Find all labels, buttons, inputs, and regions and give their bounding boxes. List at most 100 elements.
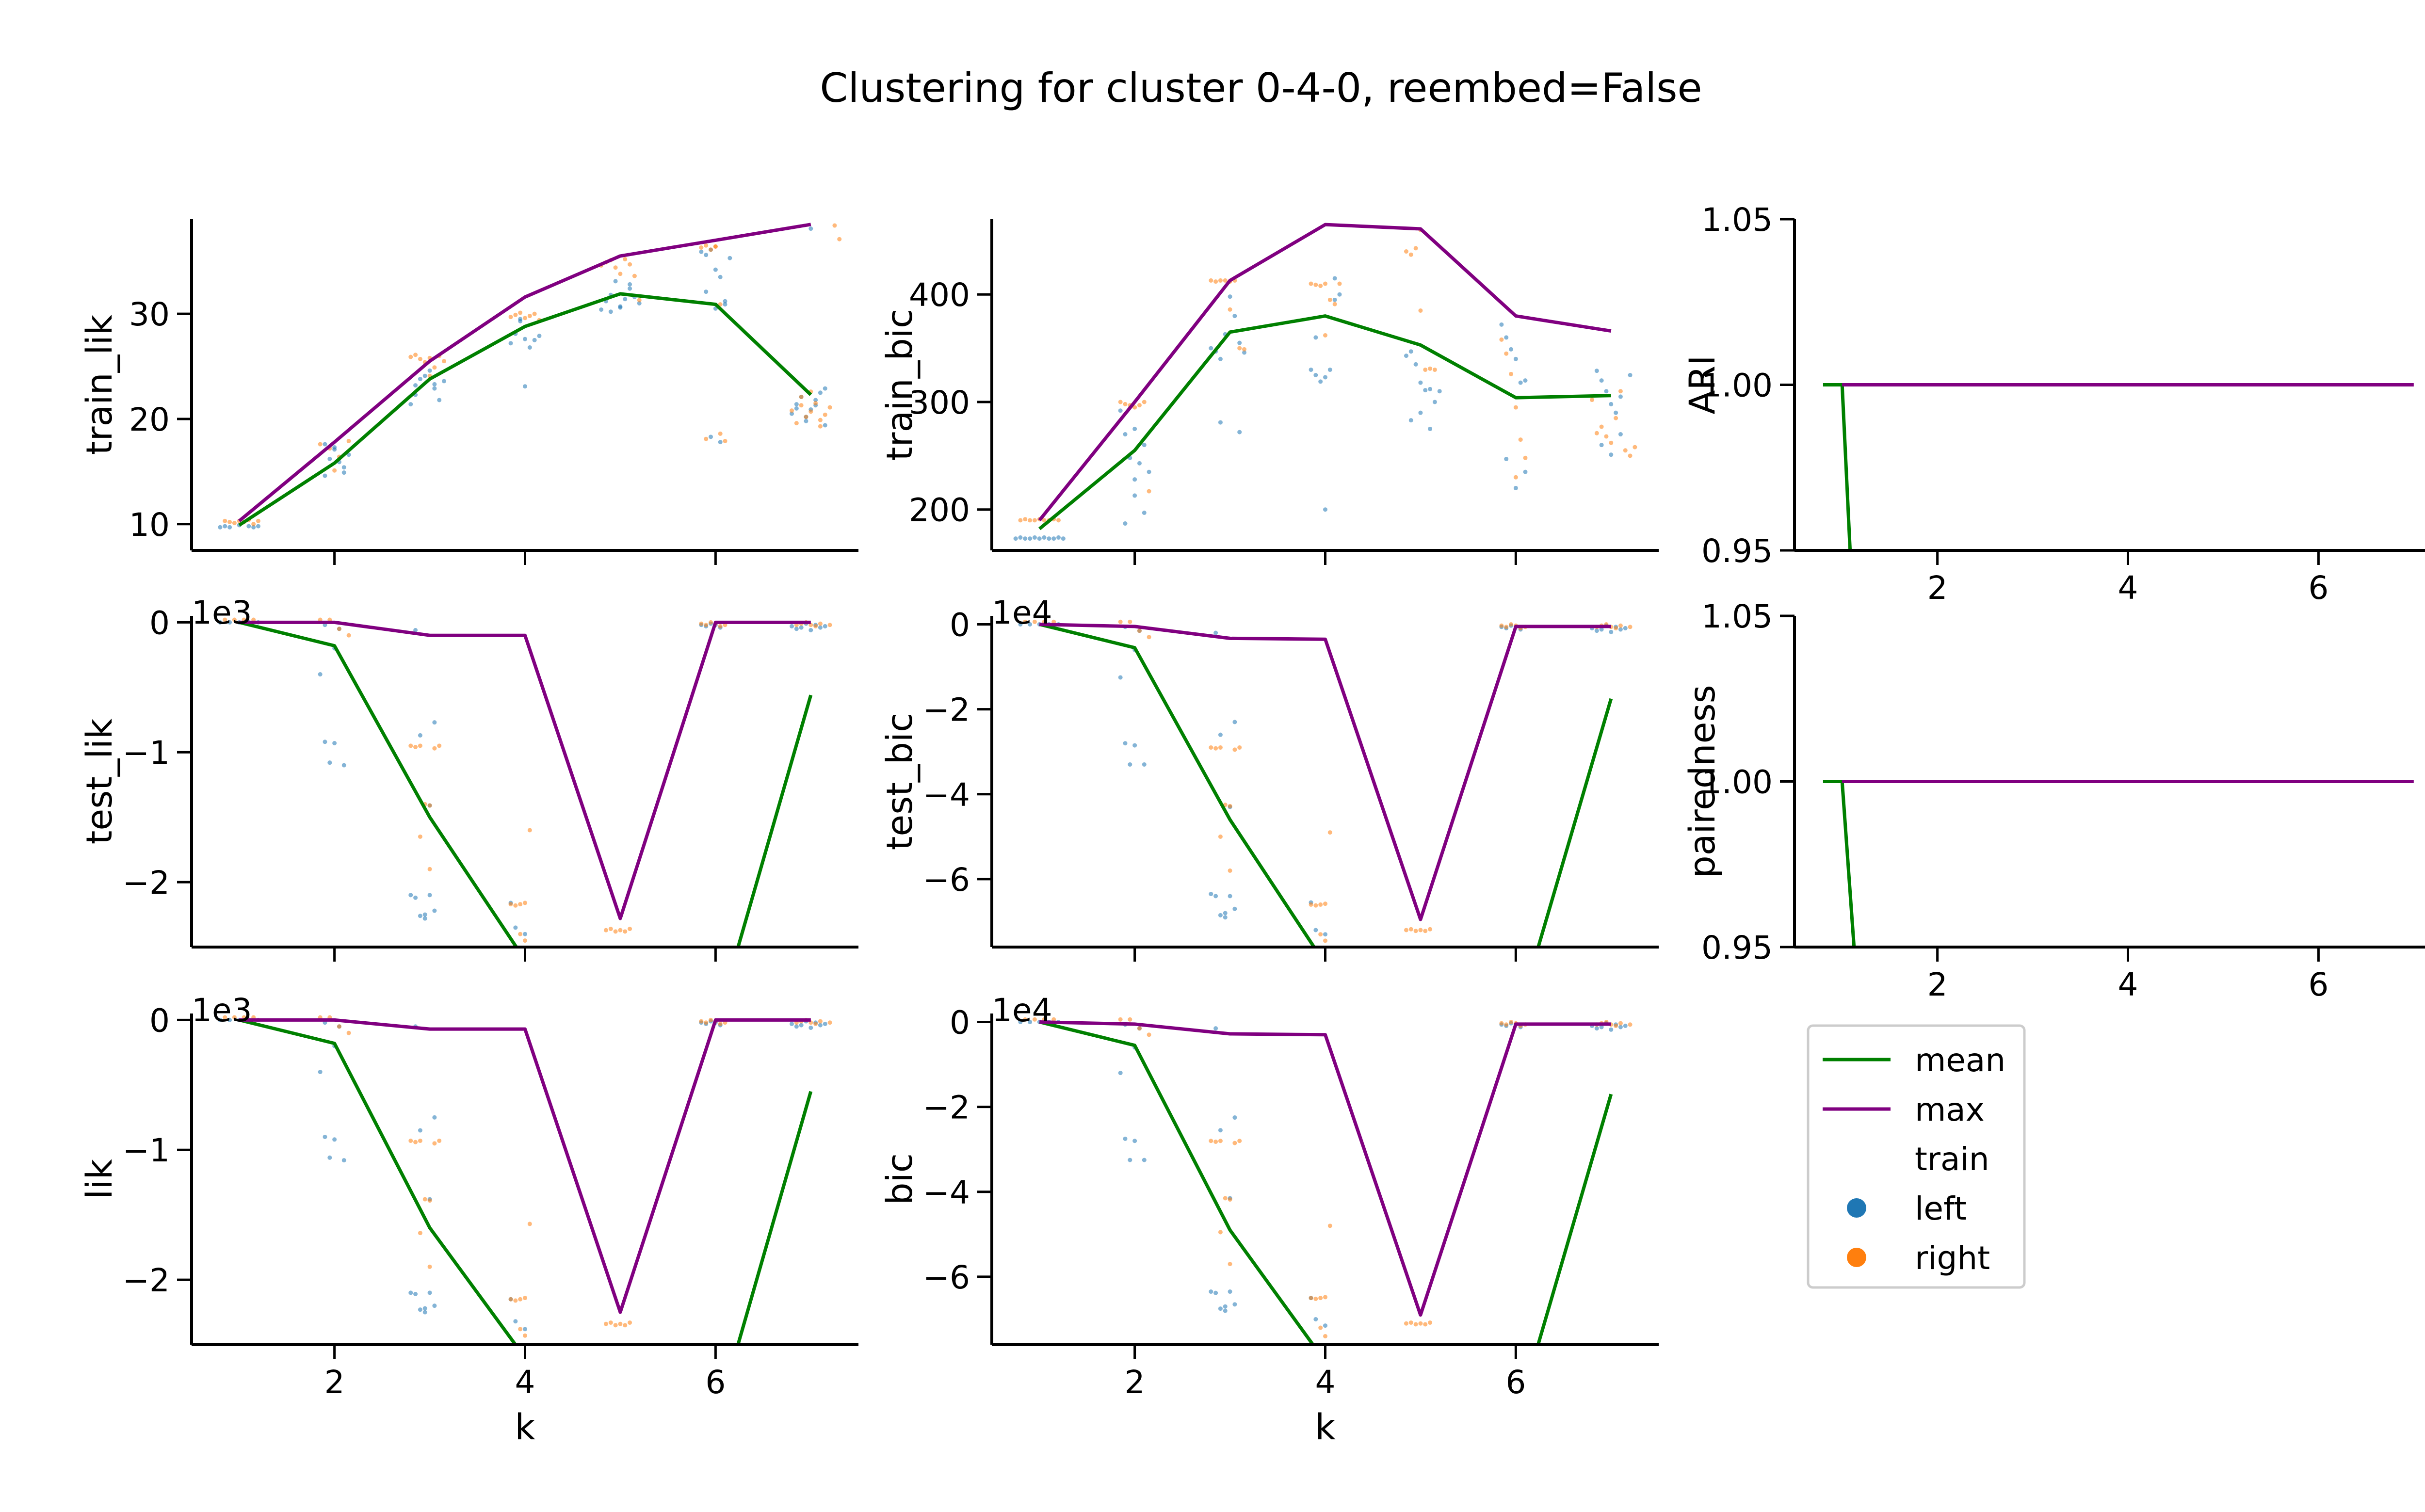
y-offset-label: 1e3 — [192, 992, 252, 1029]
point-left — [1418, 380, 1423, 385]
point-left — [408, 1290, 413, 1295]
point-left — [537, 334, 542, 338]
point-left — [527, 345, 532, 350]
legend-frame — [1807, 1024, 2026, 1289]
point-left — [1599, 443, 1604, 448]
point-left — [1223, 915, 1228, 920]
point-right — [818, 1019, 823, 1024]
legend-label-mean: mean — [1915, 1042, 2005, 1079]
point-right — [1337, 281, 1342, 286]
point-left — [1618, 627, 1623, 632]
point-left — [1609, 629, 1614, 634]
point-right — [1432, 367, 1437, 372]
point-left — [1594, 628, 1599, 633]
point-left — [1408, 349, 1413, 354]
point-right — [346, 439, 351, 444]
point-left — [628, 282, 632, 287]
point-left — [1623, 1023, 1628, 1028]
line-mean — [239, 1018, 813, 1345]
legend-item-right: right — [1847, 1239, 1990, 1277]
point-left — [1047, 536, 1051, 541]
x-tick-label: 4 — [1315, 1364, 1336, 1401]
point-left — [1128, 762, 1132, 767]
point-right — [1318, 1325, 1323, 1330]
point-left — [246, 524, 251, 529]
point-left — [1123, 1136, 1128, 1141]
point-right — [1318, 1296, 1323, 1301]
point-right — [632, 273, 637, 278]
point-left — [323, 473, 327, 478]
point-left — [709, 434, 713, 439]
point-right — [1418, 928, 1423, 933]
point-left — [1118, 408, 1123, 413]
point-left — [728, 256, 732, 260]
y-tick-label: 300 — [909, 384, 970, 421]
point-right — [1418, 1321, 1423, 1326]
point-right — [1628, 625, 1633, 629]
point-left — [422, 373, 427, 378]
point-left — [427, 368, 432, 373]
point-right — [1218, 1230, 1223, 1235]
point-right — [1504, 351, 1509, 356]
point-right — [1628, 453, 1633, 458]
point-right — [1213, 1139, 1218, 1144]
point-left — [818, 390, 823, 395]
point-right — [418, 1231, 422, 1236]
point-left — [1142, 762, 1147, 767]
point-left — [1423, 388, 1428, 393]
point-right — [837, 237, 842, 241]
point-right — [704, 1020, 709, 1025]
point-right — [1147, 1032, 1151, 1037]
point-right — [628, 1320, 632, 1325]
point-left — [227, 620, 232, 625]
point-right — [1323, 281, 1327, 286]
point-left — [332, 445, 337, 450]
point-left — [1142, 443, 1147, 448]
point-left — [432, 382, 437, 386]
point-left — [1213, 1290, 1218, 1295]
point-left — [1213, 1026, 1218, 1031]
point-right — [1032, 619, 1037, 624]
y-tick-label: 1.00 — [1701, 764, 1773, 801]
point-left — [1323, 375, 1327, 380]
subplot-test_lik: 0 −1 −2 1e3 test_lik — [79, 594, 858, 962]
point-right — [1242, 347, 1247, 352]
point-left — [1232, 314, 1237, 319]
point-right — [1018, 518, 1023, 523]
point-right — [813, 401, 818, 405]
point-left — [1142, 1158, 1147, 1162]
point-left — [1042, 535, 1047, 540]
point-right — [346, 1030, 351, 1035]
point-right — [1413, 1322, 1418, 1327]
point-left — [1232, 720, 1237, 724]
point-right — [1623, 448, 1628, 453]
point-left — [413, 895, 418, 900]
point-right — [1218, 834, 1223, 839]
point-right — [1604, 434, 1609, 439]
point-right — [799, 403, 804, 408]
legend-label-train: train — [1915, 1141, 1989, 1178]
point-right — [1428, 366, 1433, 371]
point-right — [1228, 1197, 1232, 1202]
point-right — [1413, 929, 1418, 933]
y-tick-label: 0 — [149, 1002, 170, 1039]
x-tick-label: 4 — [2118, 569, 2138, 607]
point-left — [323, 740, 327, 744]
point-right — [709, 620, 713, 625]
point-left — [794, 627, 799, 631]
point-left — [790, 1021, 794, 1026]
point-left — [1408, 418, 1413, 423]
line-mean — [238, 292, 812, 527]
point-right — [790, 408, 794, 413]
point-right — [1218, 745, 1223, 750]
point-left — [1209, 892, 1213, 897]
point-right — [718, 302, 723, 307]
line-max — [1039, 623, 1611, 921]
line-max — [1039, 1020, 1611, 1317]
point-left — [432, 1115, 437, 1120]
point-right — [337, 627, 341, 631]
point-left — [523, 384, 527, 389]
point-left — [523, 932, 527, 936]
y-tick-label: 200 — [909, 492, 970, 529]
point-right — [318, 442, 323, 447]
